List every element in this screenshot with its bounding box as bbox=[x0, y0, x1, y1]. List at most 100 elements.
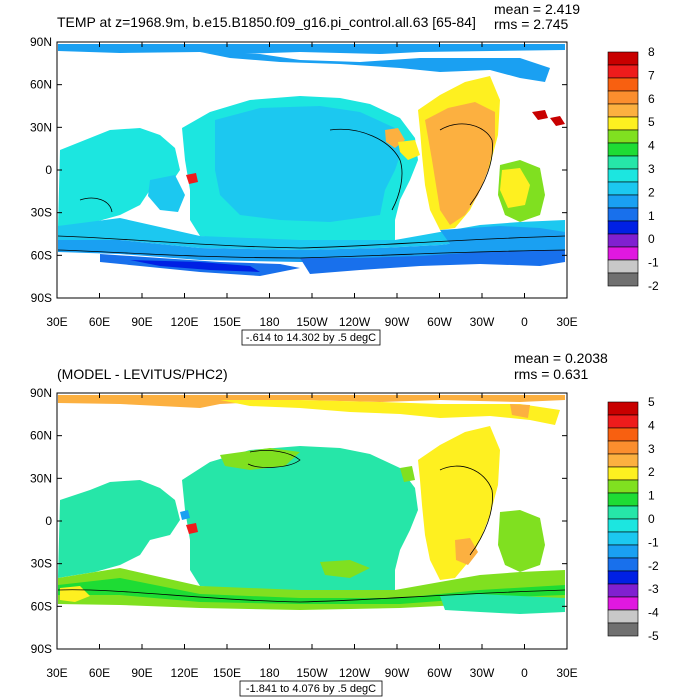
colorbar-swatch bbox=[607, 181, 639, 196]
y-tick-label: 90S bbox=[31, 291, 52, 305]
x-tick-label: 180 bbox=[259, 315, 279, 329]
x-tick-label: 0 bbox=[521, 315, 528, 329]
bot-pacific bbox=[182, 446, 418, 590]
colorbar-swatch bbox=[607, 492, 639, 507]
panel-bottom-mean: mean = 0.2038 bbox=[514, 350, 608, 366]
panel-bottom-range-label: -1.841 to 4.076 by .5 degC bbox=[246, 683, 376, 695]
y-tick-label: 0 bbox=[45, 163, 52, 177]
colorbar-label: -2 bbox=[648, 559, 659, 573]
top-indian-ocean bbox=[58, 128, 180, 228]
y-tick-label: 90N bbox=[30, 386, 52, 400]
x-tick-label: 90W bbox=[385, 315, 410, 329]
colorbar-swatch bbox=[607, 414, 639, 429]
x-tick-label: 30E bbox=[46, 315, 67, 329]
colorbar-swatch bbox=[607, 544, 639, 559]
x-tick-label: 120E bbox=[170, 666, 198, 680]
panel-top-axis: 30E 60E 90E 120E 150E 180 150W 120W 90W 60W 30W 0 30… bbox=[30, 35, 578, 329]
top-med2 bbox=[550, 116, 565, 126]
top-pacific-band bbox=[215, 106, 402, 222]
bot-pacific-green-3 bbox=[400, 466, 415, 482]
x-tick-label: 90W bbox=[385, 666, 410, 680]
colorbar-label: -1 bbox=[648, 256, 659, 270]
top-med bbox=[532, 110, 548, 120]
bot-atlantic bbox=[418, 426, 500, 580]
colorbar-swatch bbox=[607, 440, 639, 455]
colorbar-swatch bbox=[607, 103, 639, 118]
colorbar-swatch bbox=[607, 531, 639, 546]
colorbar-label: -3 bbox=[648, 582, 659, 596]
x-tick-label: 60E bbox=[89, 315, 110, 329]
colorbar-swatch bbox=[607, 64, 639, 79]
top-southern-5 bbox=[300, 250, 565, 274]
top-maritime bbox=[148, 175, 185, 212]
colorbar-label: 2 bbox=[648, 465, 655, 479]
x-tick-label: 0 bbox=[521, 666, 528, 680]
y-tick-label: 60S bbox=[31, 248, 52, 262]
x-tick-label: 30E bbox=[556, 315, 577, 329]
colorbar-label: 3 bbox=[648, 442, 655, 456]
y-tick-label: 60S bbox=[31, 599, 52, 613]
bot-atlantic-east bbox=[498, 510, 545, 572]
colorbar-label: 0 bbox=[648, 232, 655, 246]
panel-bottom: (MODEL - LEVITUS/PHC2) mean = 0.2038 rms… bbox=[30, 350, 659, 697]
bot-contour-3 bbox=[247, 450, 301, 468]
panel-top-range-label: -.614 to 14.302 by .5 degC bbox=[246, 332, 376, 344]
x-tick-label: 90E bbox=[131, 315, 152, 329]
panel-bottom-map bbox=[57, 395, 566, 614]
colorbar-label: 8 bbox=[648, 45, 655, 59]
colorbar-label: 1 bbox=[648, 489, 655, 503]
x-tick-label: 60E bbox=[89, 666, 110, 680]
colorbar-label: 5 bbox=[648, 115, 655, 129]
bot-contour-2 bbox=[439, 465, 493, 556]
bot-redspot bbox=[186, 523, 198, 534]
x-tick-label: 180 bbox=[259, 666, 279, 680]
colorbar-swatch bbox=[607, 609, 639, 624]
x-tick-label: 150E bbox=[213, 666, 241, 680]
bot-southern-2 bbox=[58, 578, 565, 604]
colorbar-swatch bbox=[607, 129, 639, 144]
top-contour-4 bbox=[439, 123, 493, 206]
colorbar-swatch bbox=[607, 466, 639, 481]
bot-pacific-green-2 bbox=[320, 560, 370, 578]
colorbar-swatch bbox=[607, 570, 639, 585]
colorbar-swatch bbox=[607, 168, 639, 183]
colorbar-label: -4 bbox=[648, 606, 659, 620]
top-southern-4 bbox=[130, 260, 260, 272]
colorbar-swatch bbox=[607, 505, 639, 520]
y-tick-label: 30N bbox=[30, 120, 52, 134]
top-contour-3 bbox=[329, 128, 403, 211]
colorbar-swatch bbox=[607, 453, 639, 468]
x-tick-label: 30E bbox=[46, 666, 67, 680]
colorbar-swatch bbox=[607, 90, 639, 105]
bot-atlantic-core bbox=[455, 538, 478, 565]
colorbar-swatch bbox=[607, 259, 639, 274]
panel-bottom-colorbar: 5 4 3 2 1 0 -1 -2 -3 -4 -5 bbox=[607, 395, 659, 643]
top-atlantic-east2 bbox=[500, 168, 530, 208]
x-tick-label: 60W bbox=[427, 666, 452, 680]
y-tick-label: 30S bbox=[31, 206, 52, 220]
colorbar-swatch bbox=[607, 155, 639, 170]
x-tick-label: 90E bbox=[131, 666, 152, 680]
y-tick-label: 90N bbox=[30, 35, 52, 49]
colorbar-label: -5 bbox=[648, 629, 659, 643]
panel-top-rms: rms = 2.745 bbox=[494, 16, 569, 32]
bot-pacific-green-1 bbox=[220, 448, 300, 470]
colorbar-swatch bbox=[607, 142, 639, 157]
x-tick-label: 150W bbox=[296, 315, 328, 329]
colorbar-swatch bbox=[607, 518, 639, 533]
panel-bottom-range-box bbox=[239, 680, 383, 697]
colorbar-label: 3 bbox=[648, 162, 655, 176]
bot-southern-3 bbox=[440, 594, 565, 614]
colorbar-label: -1 bbox=[648, 535, 659, 549]
panel-top-mean: mean = 2.419 bbox=[494, 1, 580, 17]
colorbar-swatch bbox=[607, 77, 639, 92]
colorbar-swatch bbox=[607, 233, 639, 248]
colorbar-label: -2 bbox=[648, 279, 659, 293]
y-tick-label: 60N bbox=[30, 429, 52, 443]
x-tick-label: 30E bbox=[556, 666, 577, 680]
y-tick-label: 0 bbox=[45, 514, 52, 528]
colorbar-label: 1 bbox=[648, 209, 655, 223]
panel-bottom-rms: rms = 0.631 bbox=[514, 366, 589, 382]
top-southern-1 bbox=[58, 218, 565, 250]
colorbar-swatch bbox=[607, 479, 639, 494]
